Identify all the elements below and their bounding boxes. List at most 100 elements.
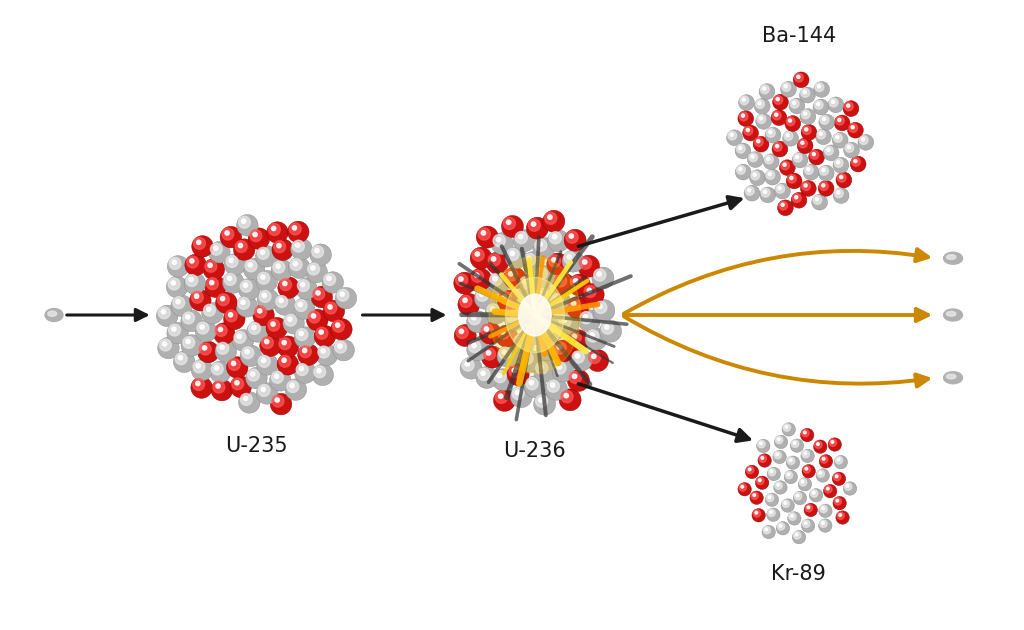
Circle shape (753, 173, 757, 176)
Circle shape (195, 294, 199, 299)
Circle shape (256, 353, 278, 375)
Circle shape (496, 391, 508, 403)
Circle shape (514, 335, 526, 347)
Circle shape (757, 115, 766, 123)
Circle shape (759, 117, 763, 120)
Circle shape (771, 110, 786, 125)
Circle shape (751, 155, 754, 158)
Circle shape (836, 511, 849, 524)
Circle shape (191, 236, 213, 257)
Circle shape (229, 258, 233, 263)
Circle shape (561, 391, 573, 403)
Circle shape (518, 234, 522, 239)
Circle shape (820, 505, 827, 513)
Circle shape (738, 94, 755, 110)
Circle shape (552, 234, 557, 239)
Circle shape (224, 273, 237, 285)
Circle shape (476, 289, 488, 301)
Circle shape (799, 478, 812, 491)
Circle shape (275, 264, 281, 268)
Circle shape (534, 266, 555, 287)
Circle shape (819, 504, 833, 517)
Circle shape (230, 376, 252, 398)
Circle shape (497, 374, 502, 378)
Circle shape (845, 144, 854, 152)
Circle shape (175, 353, 187, 365)
Circle shape (542, 343, 546, 348)
Circle shape (797, 494, 799, 497)
Circle shape (498, 327, 510, 339)
Circle shape (227, 276, 231, 280)
Circle shape (552, 340, 574, 362)
Circle shape (774, 183, 791, 199)
Circle shape (311, 286, 333, 307)
Circle shape (492, 256, 496, 261)
Circle shape (311, 246, 324, 258)
Circle shape (193, 379, 205, 391)
Circle shape (181, 335, 203, 356)
Circle shape (759, 479, 761, 481)
Circle shape (470, 268, 492, 290)
Circle shape (481, 324, 494, 336)
Circle shape (469, 341, 480, 353)
Circle shape (601, 322, 613, 334)
Circle shape (816, 443, 819, 445)
Circle shape (216, 384, 220, 388)
Circle shape (765, 493, 778, 507)
Ellipse shape (943, 309, 963, 321)
Circle shape (727, 130, 742, 146)
Circle shape (244, 396, 248, 401)
Circle shape (487, 304, 499, 316)
Circle shape (768, 509, 775, 517)
Circle shape (815, 83, 823, 91)
Circle shape (777, 438, 780, 441)
Circle shape (801, 125, 817, 140)
Circle shape (515, 390, 519, 394)
Circle shape (779, 201, 787, 210)
Circle shape (802, 110, 810, 118)
Circle shape (768, 468, 775, 476)
Circle shape (766, 171, 775, 179)
Circle shape (567, 255, 571, 259)
Circle shape (296, 278, 317, 299)
Circle shape (559, 389, 581, 411)
Circle shape (804, 112, 807, 115)
Circle shape (579, 310, 600, 332)
Circle shape (282, 340, 287, 345)
Circle shape (544, 321, 556, 333)
Circle shape (244, 258, 265, 280)
Circle shape (821, 522, 824, 524)
Circle shape (847, 104, 850, 107)
Circle shape (801, 480, 804, 483)
Circle shape (828, 438, 842, 451)
Circle shape (222, 228, 233, 240)
Circle shape (741, 114, 744, 117)
Circle shape (792, 192, 807, 208)
Circle shape (769, 130, 772, 134)
Circle shape (751, 492, 759, 500)
Circle shape (240, 345, 261, 367)
Circle shape (583, 314, 588, 319)
Circle shape (300, 282, 305, 287)
Circle shape (805, 467, 808, 470)
Circle shape (251, 372, 255, 376)
Circle shape (289, 257, 310, 278)
Circle shape (157, 305, 178, 326)
Circle shape (257, 248, 269, 259)
Circle shape (837, 161, 840, 164)
Circle shape (562, 318, 566, 323)
Circle shape (520, 299, 525, 303)
Circle shape (773, 450, 786, 464)
Circle shape (750, 170, 765, 186)
Circle shape (774, 113, 778, 116)
Circle shape (213, 381, 225, 393)
Circle shape (755, 137, 763, 146)
Circle shape (278, 336, 299, 357)
Circle shape (794, 154, 802, 162)
Circle shape (746, 129, 750, 132)
Circle shape (742, 125, 759, 141)
Circle shape (312, 364, 334, 386)
Circle shape (260, 250, 264, 255)
Circle shape (166, 276, 187, 298)
Circle shape (238, 297, 250, 309)
